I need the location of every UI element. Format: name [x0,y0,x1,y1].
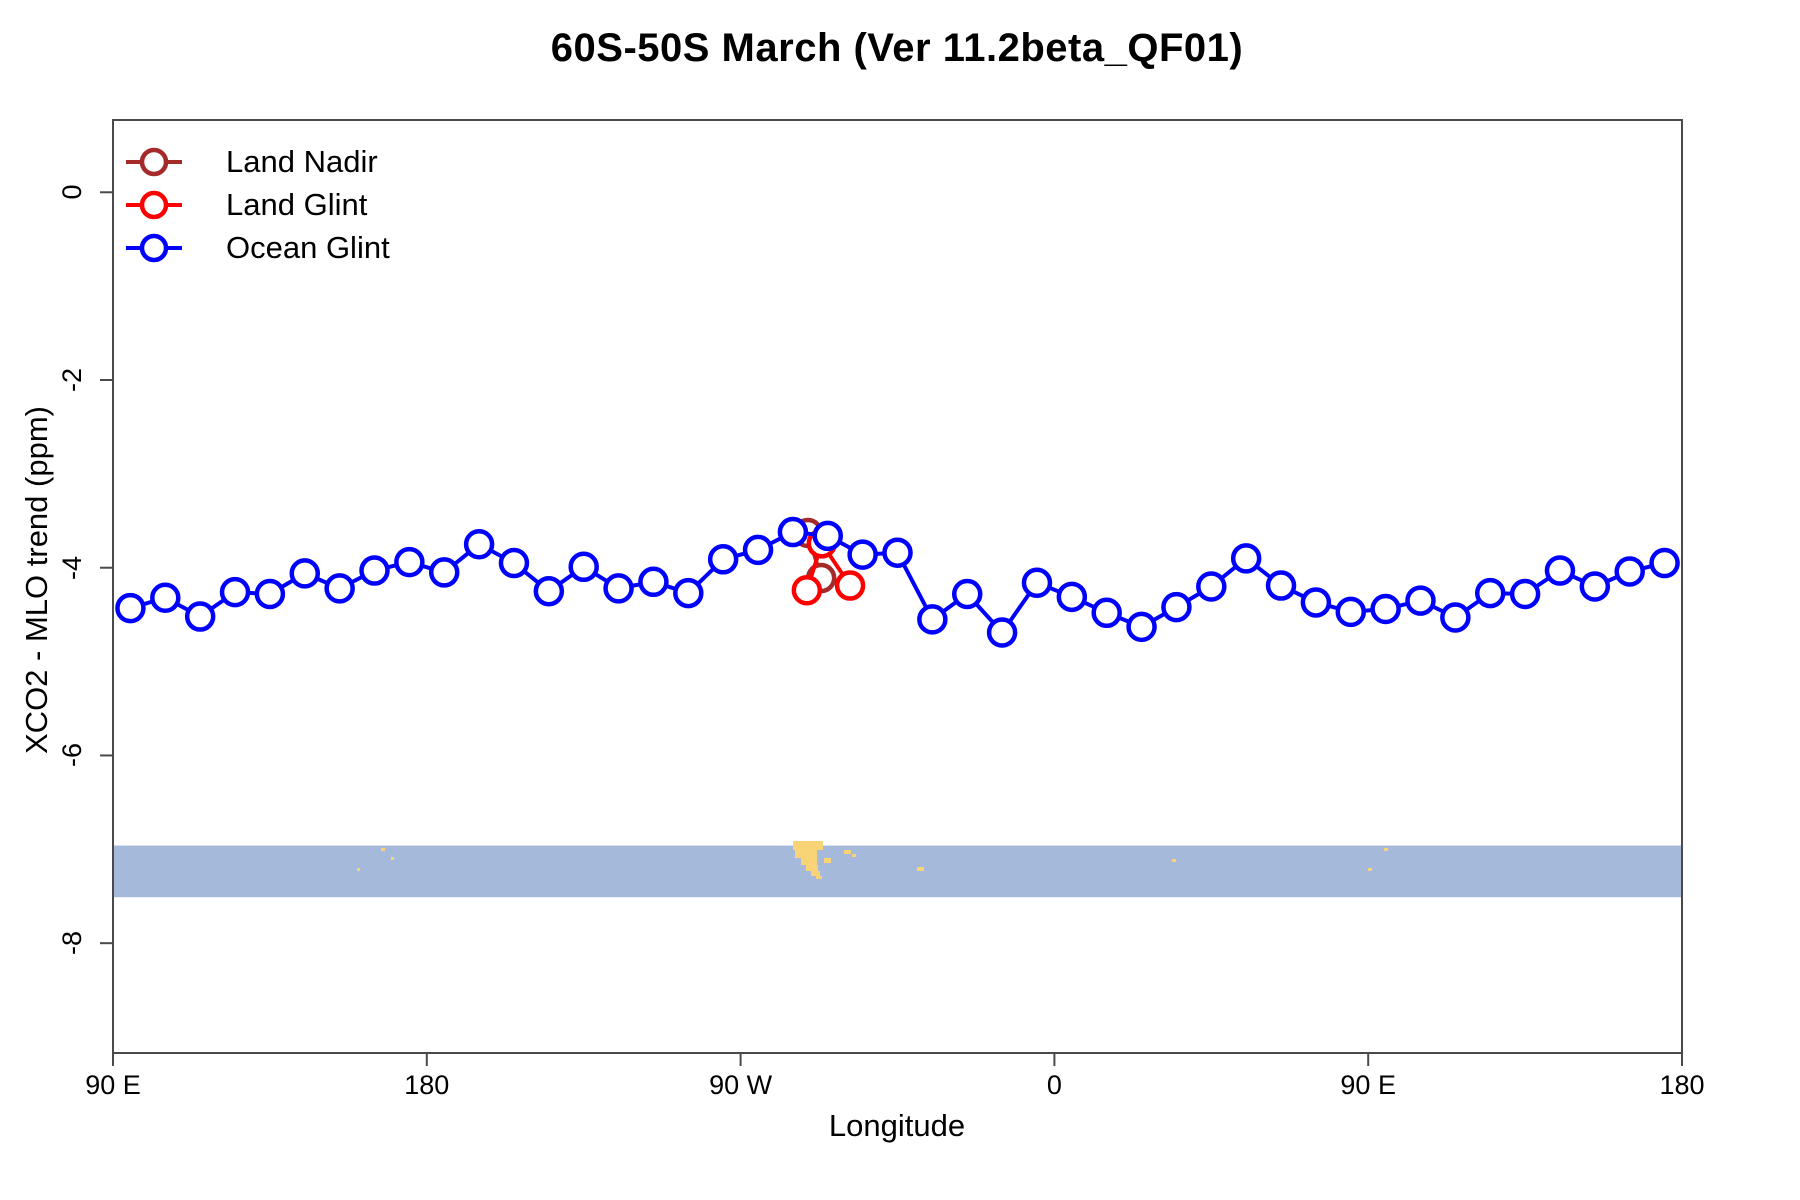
marker-ocean-glint [1056,581,1088,613]
x-tick-label: 90 E [1340,1070,1396,1100]
x-tick-label: 180 [1659,1070,1705,1100]
marker-ocean-glint [1335,596,1367,628]
legend-sample-ocean-glint [126,233,182,262]
map-strip-land [795,850,817,858]
marker-ocean-glint [1300,587,1332,618]
marker-ocean-glint [1474,577,1506,609]
map-strip-land [811,871,820,876]
marker-ocean-glint [289,558,321,589]
legend-row: Land Nadir [126,140,390,183]
map-strip-land [801,858,817,865]
marker-ocean-glint [533,575,565,607]
y-tick-label: -2 [57,368,87,393]
marker-ocean-glint [1649,547,1680,579]
map-strip-land [917,867,924,871]
chart-title: 60S-50S March (Ver 11.2beta_QF01) [550,26,1244,70]
marker-ocean-glint [219,576,251,608]
y-tick-label: -6 [57,743,87,768]
marker-ocean-glint [917,604,948,635]
y-tick-label: -8 [57,931,87,956]
map-strip-land [806,865,818,871]
marker-ocean-glint [359,555,390,586]
marker-ocean-glint [568,551,599,583]
y-tick-label: 0 [57,184,87,200]
map-strip-ocean [114,845,1682,898]
plot-box [112,119,1683,1054]
map-strip-land [1368,868,1372,871]
x-tick-label: 90 W [709,1070,773,1100]
marker-ocean-glint [1544,555,1576,586]
marker-ocean-glint [1265,570,1297,601]
marker-ocean-glint [498,547,530,579]
marker-ocean-glint [847,539,878,570]
marker-ocean-glint [1161,591,1192,623]
marker-ocean-glint [428,557,460,588]
legend-row: Ocean Glint [126,226,390,269]
x-tick-label: 180 [404,1070,450,1100]
marker-ocean-glint [1021,567,1053,598]
marker-land-glint [791,575,823,606]
marker-ocean-glint [603,573,634,604]
marker-ocean-glint [812,520,844,552]
x-tick-label: 0 [1046,1070,1062,1100]
legend-label: Land Glint [226,186,368,222]
marker-ocean-glint [1614,556,1645,587]
marker-ocean-glint [1230,543,1262,574]
map-strip-land [844,850,851,854]
y-axis-title: XCO2 - MLO trend (ppm) [19,406,54,754]
marker-ocean-glint [115,592,146,624]
marker-ocean-glint [1196,571,1227,602]
marker-ocean-glint [951,578,983,610]
marker-ocean-glint [324,573,355,604]
marker-land-glint [834,570,866,601]
marker-ocean-glint [1440,602,1471,633]
map-strip-land [824,858,831,863]
map-strip-land [1384,848,1388,851]
marker-ocean-glint [638,566,669,598]
legend-sample-land-nadir [126,147,182,176]
marker-ocean-glint [882,537,913,568]
x-axis-title: Longitude [828,1108,966,1143]
map-strip-land [793,841,823,850]
marker-ocean-glint [1370,593,1401,625]
marker-ocean-glint [1091,597,1122,629]
legend-label: Land Nadir [226,143,378,179]
map-strip-land [381,848,385,851]
map-strip-land [357,868,360,871]
legend: Land Nadir Land Glint Ocean Glint [126,140,390,269]
map-strip-land [852,854,856,857]
marker-ocean-glint [254,578,286,610]
y-tick-label: -4 [57,555,87,580]
marker-ocean-glint [184,601,216,632]
marker-ocean-glint [986,617,1018,648]
marker-ocean-glint [707,544,739,575]
marker-ocean-glint [673,577,704,609]
map-strip-land [816,876,822,879]
legend-sample-land-glint [126,190,182,219]
marker-ocean-glint [1405,585,1436,616]
marker-ocean-glint [394,546,425,578]
legend-label: Ocean Glint [226,229,390,265]
marker-ocean-glint [463,529,495,560]
marker-ocean-glint [777,516,809,548]
map-strip-land [391,857,394,860]
marker-ocean-glint [150,582,181,614]
marker-ocean-glint [742,534,774,566]
marker-ocean-glint [1579,571,1611,602]
legend-row: Land Glint [126,183,390,226]
marker-ocean-glint [1509,578,1541,610]
x-tick-label: 90 E [85,1070,141,1100]
marker-ocean-glint [1126,611,1157,643]
map-strip-land [1172,859,1176,862]
